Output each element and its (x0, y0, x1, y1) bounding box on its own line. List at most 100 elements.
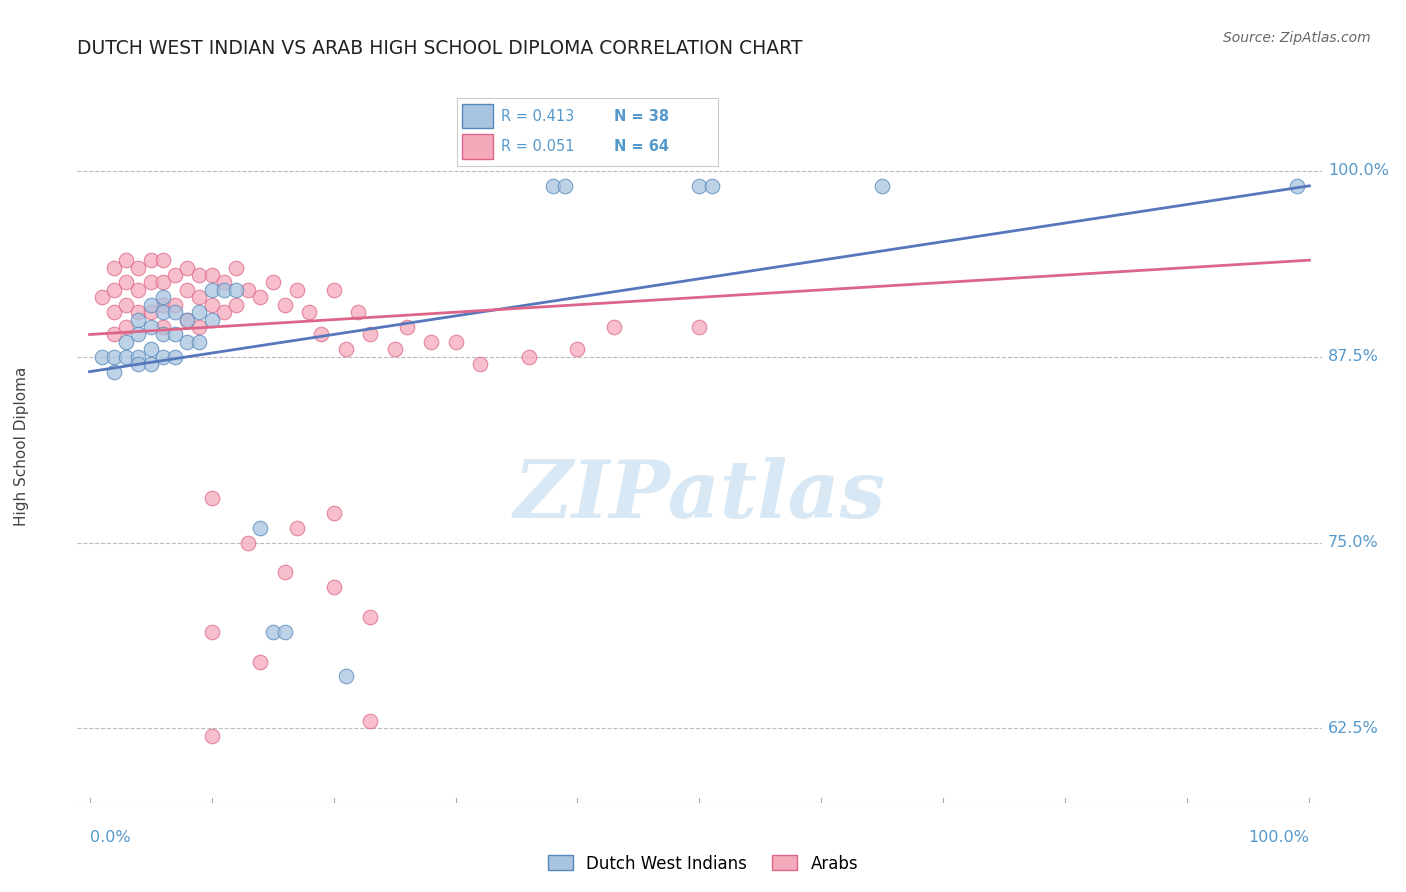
Text: N = 64: N = 64 (613, 139, 669, 154)
Legend: Dutch West Indians, Arabs: Dutch West Indians, Arabs (541, 848, 865, 880)
Point (359, 610, 381, 624)
Text: Source: ZipAtlas.com: Source: ZipAtlas.com (1223, 31, 1371, 45)
Point (311, 327, 333, 342)
Point (139, 298, 162, 312)
Point (689, 178, 711, 193)
Text: N = 38: N = 38 (613, 109, 669, 124)
Point (176, 283, 198, 297)
Text: 75.0%: 75.0% (1327, 535, 1379, 550)
Point (188, 320, 211, 334)
Point (236, 535, 259, 549)
Point (249, 655, 271, 669)
Point (249, 290, 271, 304)
Point (541, 178, 564, 193)
Point (212, 305, 235, 319)
Point (139, 343, 162, 357)
Point (176, 312, 198, 326)
Text: R = 0.051: R = 0.051 (502, 139, 575, 154)
Point (554, 178, 576, 193)
Point (115, 334, 138, 349)
Point (103, 260, 125, 275)
Point (200, 491, 222, 505)
Point (872, 178, 894, 193)
Point (188, 290, 211, 304)
Point (274, 624, 297, 639)
Point (152, 298, 174, 312)
Point (127, 327, 149, 342)
Point (127, 357, 149, 371)
Point (115, 350, 138, 364)
Point (127, 312, 149, 326)
Point (139, 305, 162, 319)
Point (322, 283, 344, 297)
Point (163, 327, 186, 342)
Point (152, 253, 174, 268)
Point (236, 283, 259, 297)
Bar (463, 103, 494, 128)
Point (420, 334, 443, 349)
Point (103, 327, 125, 342)
Point (163, 305, 186, 319)
Point (212, 283, 235, 297)
Point (176, 260, 198, 275)
Text: 62.5%: 62.5% (1327, 721, 1379, 736)
Point (200, 298, 222, 312)
Text: 87.5%: 87.5% (1327, 350, 1379, 364)
Point (188, 305, 211, 319)
Point (115, 276, 138, 290)
Text: 100.0%: 100.0% (1249, 830, 1309, 845)
Point (468, 357, 491, 371)
Point (347, 305, 370, 319)
Point (152, 276, 174, 290)
Point (152, 327, 174, 342)
Point (249, 521, 271, 535)
Point (225, 260, 247, 275)
Text: R = 0.413: R = 0.413 (502, 109, 575, 124)
Point (115, 298, 138, 312)
Point (163, 298, 186, 312)
Point (285, 521, 308, 535)
Point (200, 624, 222, 639)
Point (152, 350, 174, 364)
Point (322, 506, 344, 520)
Point (567, 343, 589, 357)
Point (163, 268, 186, 282)
Text: High School Diploma: High School Diploma (14, 367, 30, 525)
Point (322, 580, 344, 594)
Text: 100.0%: 100.0% (1327, 163, 1389, 178)
Point (274, 566, 297, 580)
Point (152, 320, 174, 334)
Point (176, 334, 198, 349)
Point (700, 178, 723, 193)
Point (225, 283, 247, 297)
Point (152, 305, 174, 319)
Point (139, 320, 162, 334)
Bar (463, 135, 494, 159)
Point (359, 714, 381, 728)
Point (200, 729, 222, 743)
Point (103, 365, 125, 379)
Point (298, 305, 321, 319)
Text: ZIPatlas: ZIPatlas (513, 458, 886, 534)
Point (285, 283, 308, 297)
Point (395, 320, 418, 334)
Point (103, 283, 125, 297)
Point (115, 320, 138, 334)
Point (274, 298, 297, 312)
Point (127, 350, 149, 364)
Point (103, 305, 125, 319)
Point (139, 357, 162, 371)
Point (200, 283, 222, 297)
Point (90, 290, 112, 304)
Point (262, 276, 284, 290)
Point (163, 350, 186, 364)
Point (176, 312, 198, 326)
Point (103, 350, 125, 364)
Point (90, 350, 112, 364)
Point (188, 268, 211, 282)
Point (1286, 178, 1309, 193)
Point (689, 320, 711, 334)
Point (225, 298, 247, 312)
Point (200, 312, 222, 326)
Point (335, 669, 357, 683)
